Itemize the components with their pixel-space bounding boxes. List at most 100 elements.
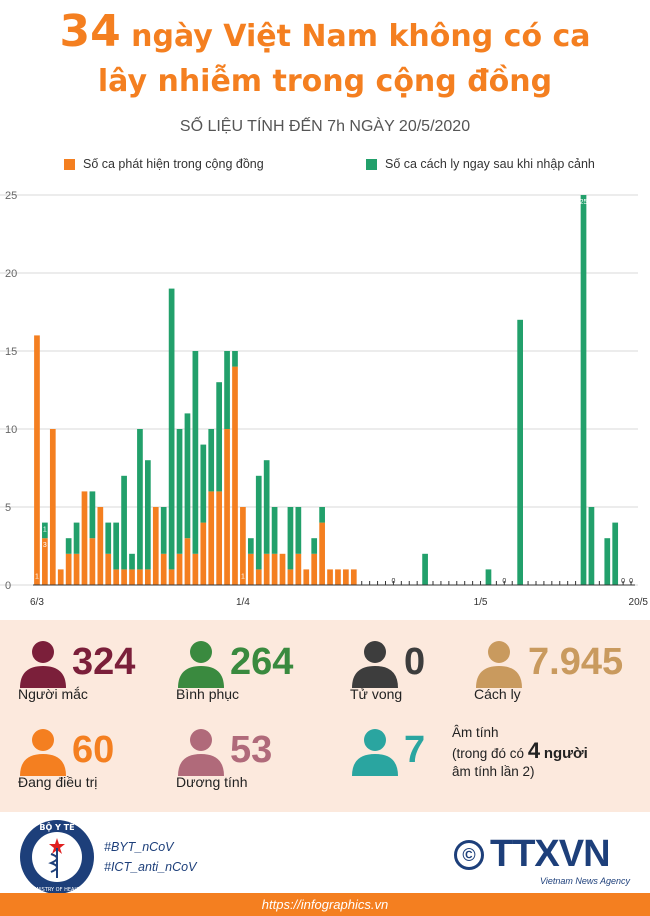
bar-quarantine: [105, 522, 112, 554]
bar-quarantine: [113, 522, 120, 570]
bar-quarantine: [255, 475, 262, 570]
data-label: 25: [580, 199, 588, 206]
bar-quarantine: [192, 351, 199, 554]
bar-community: [343, 569, 349, 585]
bar-community: [42, 538, 48, 585]
data-label: 5: [281, 511, 285, 518]
bar-community: [303, 569, 310, 585]
bar-community: [57, 569, 64, 585]
bar-community: [240, 507, 246, 585]
bar-quarantine: [200, 444, 207, 523]
bar-community: [65, 553, 72, 585]
bar-community: [176, 553, 183, 585]
stats-panel: 324 Người mắc 264 Bình phục 0 Tử vong 7.…: [0, 620, 650, 812]
bar-quarantine: [145, 460, 151, 570]
person-icon: [20, 641, 66, 688]
stat-deaths-label: Tử vong: [350, 686, 403, 702]
stat-recovered-label: Bình phục: [176, 686, 240, 702]
ministry-of-health-logo: BỘ Y TẾ MINISTRY OF HEALTH: [20, 820, 94, 894]
bar-quarantine: [287, 507, 294, 570]
person-icon: [20, 729, 66, 776]
bar-quarantine: [160, 507, 167, 554]
data-label: 1: [43, 527, 47, 534]
negative-note-line-2: (trong đó có 4 người: [452, 740, 588, 763]
bar-community: [232, 366, 238, 585]
copyright-icon: ©: [454, 840, 484, 870]
bar-community: [97, 507, 104, 585]
title-line-1-text: ngày Việt Nam không có ca: [131, 19, 591, 54]
bar-quarantine: [184, 413, 191, 539]
bar-quarantine: [65, 538, 72, 554]
data-label: 1: [241, 573, 245, 580]
logo-subtext: MINISTRY OF HEALTH: [31, 887, 84, 893]
website-bar: https://infographics.vn: [0, 893, 650, 916]
bar-community: [81, 491, 88, 585]
bar-quarantine: [271, 507, 278, 554]
bar-community: [105, 553, 112, 585]
legend-community: Số ca phát hiện trong cộng đồng: [64, 157, 264, 171]
bar-community: [287, 569, 294, 585]
bar-community: [208, 491, 215, 585]
negative-note-prefix: (trong đó có: [452, 746, 525, 761]
bar-quarantine: [263, 460, 270, 554]
person-icon: [352, 729, 398, 776]
negative-note-number: 4: [527, 738, 541, 763]
stat-quarantine-label: Cách ly: [474, 686, 521, 702]
legend-label-quarantine: Số ca cách ly ngay sau khi nhập cảnh: [385, 157, 595, 171]
x-tick-label: 1/4: [236, 597, 250, 608]
subtitle: SỐ LIỆU TÍNH ĐẾN 7h NGÀY 20/5/2020: [179, 118, 471, 135]
website-link[interactable]: https://infographics.vn: [261, 897, 389, 912]
bar-community: [327, 569, 333, 585]
bar-quarantine: [216, 382, 222, 492]
negative-note-suffix: người: [543, 745, 588, 762]
bar-community: [192, 553, 199, 585]
data-label: 0: [391, 578, 395, 585]
bar-quarantine: [168, 288, 175, 570]
person-icon: [178, 641, 224, 688]
bar-community: [295, 553, 302, 585]
bar-community: [121, 569, 127, 585]
y-tick-label: 15: [5, 346, 17, 358]
data-label: 0: [621, 578, 625, 585]
bar-quarantine: [42, 522, 48, 539]
x-tick-label: 6/3: [30, 597, 44, 608]
data-label: 14: [239, 371, 247, 378]
person-icon: [476, 641, 522, 688]
bar-quarantine: [208, 429, 215, 492]
negative-note-line-3: âm tính lần 2): [452, 764, 535, 779]
stat-quarantine-value: 7.945: [528, 641, 624, 683]
bar-quarantine: [224, 351, 230, 429]
data-label: 1: [35, 573, 39, 580]
ttxvn-brand: TTXVN: [490, 833, 611, 875]
bar-quarantine: [73, 522, 80, 554]
bar-quarantine: [121, 475, 127, 570]
x-tick-label: 1/5: [474, 597, 488, 608]
bar-quarantine: [247, 538, 254, 554]
bar-community: [216, 491, 222, 585]
bar-quarantine: [295, 507, 302, 554]
legend-label-community: Số ca phát hiện trong cộng đồng: [83, 157, 264, 171]
bar-community: [271, 553, 278, 585]
bar-quarantine: [89, 491, 96, 539]
stat-treating-value: 60: [72, 729, 115, 771]
bar-community: [49, 429, 56, 585]
bar-community: [145, 569, 151, 585]
data-label: 0: [629, 578, 633, 585]
bar-community: [279, 553, 286, 585]
bar-quarantine: [129, 553, 135, 570]
bar-quarantine: [612, 522, 619, 585]
legend-swatch-orange: [64, 158, 75, 170]
bar-quarantine: [232, 351, 238, 367]
stat-infected-label: Người mắc: [18, 686, 88, 702]
person-icon: [178, 729, 224, 776]
y-tick-label: 25: [5, 190, 17, 202]
hashtag-ict: #ICT_anti_nCoV: [104, 860, 197, 874]
bar-quarantine: [580, 195, 587, 585]
bar-quarantine: [422, 553, 428, 585]
stat-negative-value: 7: [404, 729, 426, 771]
bar-community: [200, 522, 207, 585]
bar-community: [137, 569, 143, 585]
bar-quarantine: [588, 507, 595, 585]
bar-community: [89, 538, 96, 585]
